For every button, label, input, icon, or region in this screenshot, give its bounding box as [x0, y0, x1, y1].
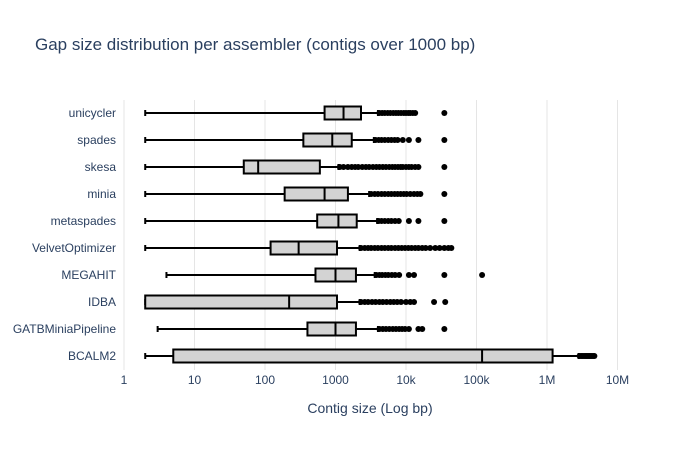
- box-group: [144, 213, 448, 229]
- x-tick-label: 100k: [463, 373, 490, 387]
- y-tick-label: spades: [77, 133, 116, 147]
- chart-title: Gap size distribution per assembler (con…: [35, 35, 475, 54]
- y-tick-label: unicycler: [69, 106, 116, 120]
- outlier-point: [415, 218, 422, 224]
- outlier-point: [419, 326, 426, 332]
- box-group: [144, 105, 448, 121]
- box-iqr: [172, 348, 554, 364]
- box-iqr: [283, 186, 349, 202]
- box-group: [144, 132, 448, 148]
- box-group: [144, 348, 598, 364]
- outlier-point: [436, 245, 443, 251]
- outlier-point: [442, 299, 449, 305]
- box-series: [144, 105, 598, 364]
- y-tick-label: skesa: [85, 160, 117, 174]
- y-axis-ticks: unicycler spades skesa minia metaspades Velve…: [13, 106, 117, 363]
- box-iqr: [242, 159, 321, 175]
- outlier-point: [441, 326, 448, 332]
- outlier-point: [394, 137, 401, 143]
- outlier-point: [479, 272, 486, 278]
- box-iqr: [316, 213, 358, 229]
- x-axis-title: Contig size (Log bp): [307, 400, 432, 416]
- y-tick-label: minia: [87, 187, 116, 201]
- y-tick-label: GATBMiniaPipeline: [13, 322, 116, 336]
- box-iqr: [306, 321, 357, 337]
- y-tick-label: VelvetOptimizer: [32, 241, 116, 255]
- outlier-point: [405, 326, 412, 332]
- x-tick-label: 1: [121, 373, 128, 387]
- box-group: [165, 267, 486, 283]
- outlier-point: [422, 245, 429, 251]
- y-tick-label: IDBA: [88, 295, 116, 309]
- outlier-point: [405, 272, 412, 278]
- y-tick-label: MEGAHIT: [61, 268, 116, 282]
- outlier-point: [431, 299, 438, 305]
- outlier-point: [591, 353, 598, 359]
- outlier-point: [396, 272, 403, 278]
- outlier-point: [441, 218, 448, 224]
- box-group: [144, 159, 448, 175]
- y-tick-label: metaspades: [51, 214, 116, 228]
- outlier-point: [399, 137, 406, 143]
- outlier-point: [432, 245, 439, 251]
- box-iqr: [144, 294, 338, 310]
- x-axis-ticks: 1 10 100 1000 10k 100k 1M 10M: [121, 373, 630, 387]
- box-group: [156, 321, 448, 337]
- outlier-point: [398, 299, 405, 305]
- outlier-point: [412, 110, 419, 116]
- outlier-point: [403, 299, 409, 305]
- outlier-point: [441, 137, 448, 143]
- outlier-point: [427, 245, 434, 251]
- outlier-point: [415, 164, 422, 170]
- outlier-point: [441, 110, 448, 116]
- x-tick-label: 1000: [322, 373, 349, 387]
- x-tick-label: 100: [255, 373, 275, 387]
- x-tick-label: 10M: [606, 373, 629, 387]
- outlier-point: [441, 191, 448, 197]
- outlier-point: [395, 218, 402, 224]
- box-group: [144, 294, 449, 310]
- outlier-point: [417, 191, 424, 197]
- box-iqr: [269, 240, 338, 256]
- outlier-point: [411, 299, 418, 305]
- outlier-point: [411, 272, 418, 278]
- outlier-point: [405, 137, 412, 143]
- box-iqr: [302, 132, 353, 148]
- outlier-point: [441, 164, 448, 170]
- x-tick-label: 10k: [396, 373, 416, 387]
- box-group: [144, 186, 448, 202]
- outlier-point: [415, 137, 422, 143]
- outlier-point: [448, 245, 455, 251]
- x-tick-label: 10: [188, 373, 202, 387]
- outlier-point: [405, 218, 412, 224]
- outlier-point: [340, 164, 347, 170]
- y-tick-label: BCALM2: [68, 349, 116, 363]
- outlier-point: [441, 272, 448, 278]
- box-group: [144, 240, 455, 256]
- x-tick-label: 1M: [539, 373, 556, 387]
